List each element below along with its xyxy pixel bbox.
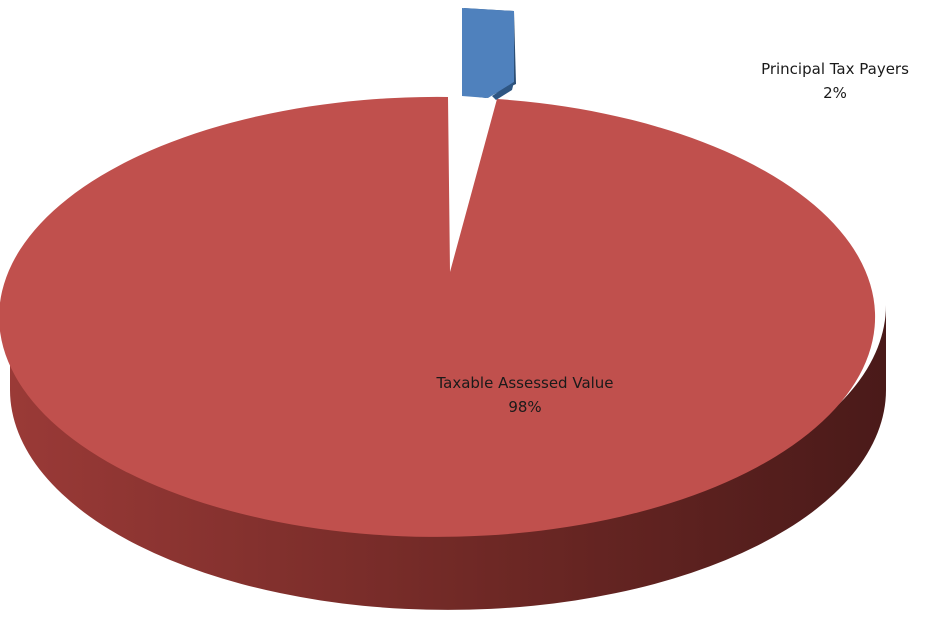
slice-taxable-assessed-value [0,96,886,610]
label-taxable-assessed-value-percent: 98% [508,398,541,416]
slice-principal-top [462,8,514,98]
label-taxable-assessed-value-name: Taxable Assessed Value [435,374,613,392]
label-principal-tax-payers-name: Principal Tax Payers [761,60,909,78]
slice-taxable-top [0,96,876,537]
slice-taxable-side [10,305,886,610]
slice-principal-edge [492,82,514,100]
label-principal-tax-payers-percent: 2% [823,84,847,102]
slice-principal-tax-payers [462,8,516,100]
